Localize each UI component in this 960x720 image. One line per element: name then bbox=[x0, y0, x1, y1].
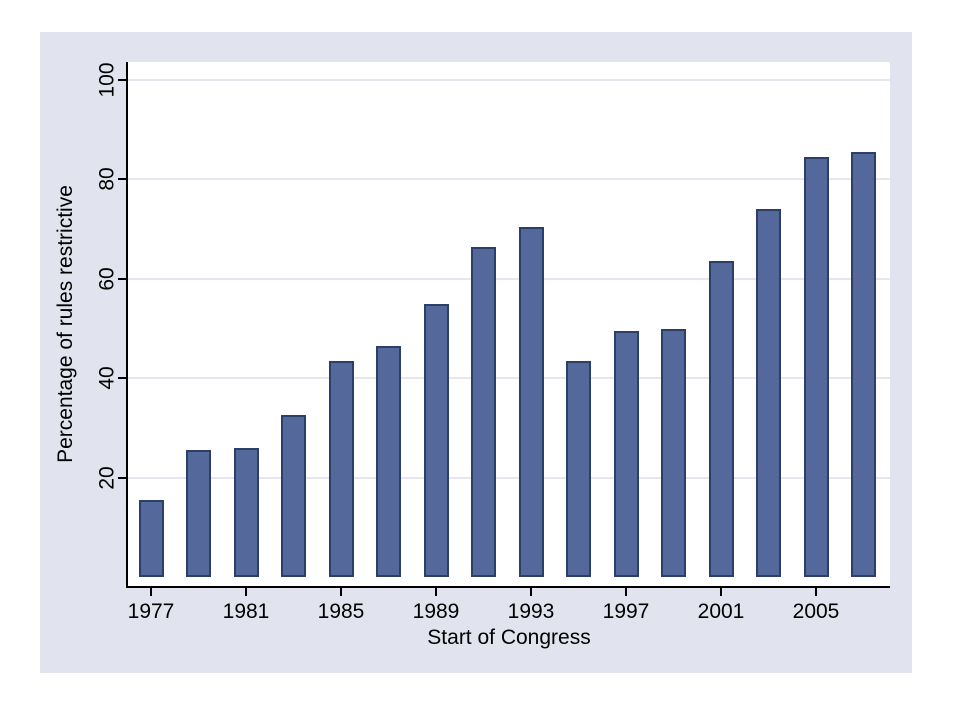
bar-1979 bbox=[186, 450, 211, 577]
x-tick-label-1997: 1997 bbox=[602, 600, 650, 623]
x-tick-2005 bbox=[815, 588, 817, 596]
bar-1977 bbox=[138, 499, 164, 577]
x-tick-label-2001: 2001 bbox=[697, 600, 745, 623]
bar-1985 bbox=[328, 360, 354, 577]
y-tick-100 bbox=[118, 79, 126, 81]
gridline-20 bbox=[128, 476, 890, 479]
bar-2007 bbox=[851, 152, 876, 577]
gridline-60 bbox=[128, 277, 890, 280]
y-axis-line bbox=[126, 62, 128, 588]
x-tick-1981 bbox=[245, 588, 247, 596]
x-tick-1993 bbox=[530, 588, 532, 596]
y-tick-label-100: 100 bbox=[95, 62, 119, 98]
x-tick-1989 bbox=[435, 588, 437, 596]
y-tick-label-40: 40 bbox=[95, 366, 119, 390]
x-tick-label-1985: 1985 bbox=[317, 600, 365, 623]
bar-1993 bbox=[518, 226, 544, 577]
bar-1989 bbox=[423, 303, 449, 577]
y-tick-20 bbox=[118, 476, 126, 479]
bar-1997 bbox=[613, 331, 639, 577]
x-tick-label-2005: 2005 bbox=[792, 600, 840, 623]
y-tick-40 bbox=[118, 377, 126, 380]
x-tick-1977 bbox=[150, 588, 152, 596]
y-tick-80 bbox=[118, 178, 126, 181]
y-tick-label-80: 80 bbox=[95, 167, 119, 192]
y-tick-60 bbox=[118, 277, 126, 280]
x-tick-1985 bbox=[340, 588, 342, 596]
bar-2001 bbox=[708, 261, 734, 577]
y-tick-label-20: 20 bbox=[95, 465, 119, 490]
bar-2005 bbox=[803, 157, 829, 577]
plot-area bbox=[128, 62, 890, 586]
x-tick-label-1981: 1981 bbox=[222, 600, 270, 623]
bar-1995 bbox=[566, 360, 591, 577]
bar-2003 bbox=[756, 209, 781, 577]
x-axis-title: Start of Congress bbox=[427, 626, 591, 649]
bar-1987 bbox=[376, 345, 401, 577]
bar-chart-canvas: Percentage of rules restrictive 20 40 60 80… bbox=[40, 32, 912, 673]
x-tick-label-1989: 1989 bbox=[412, 600, 460, 623]
gridline-80 bbox=[128, 178, 890, 181]
x-tick-2001 bbox=[720, 588, 722, 596]
x-tick-1997 bbox=[625, 588, 627, 596]
x-axis-line bbox=[126, 586, 890, 588]
x-tick-label-1993: 1993 bbox=[507, 600, 555, 623]
bar-1983 bbox=[281, 415, 306, 577]
gridline-100 bbox=[128, 79, 890, 81]
bar-1991 bbox=[471, 246, 496, 577]
y-axis-title: Percentage of rules restrictive bbox=[54, 185, 77, 463]
x-tick-label-1977: 1977 bbox=[127, 600, 175, 623]
gridline-40 bbox=[128, 377, 890, 380]
bar-1981 bbox=[233, 447, 259, 577]
bar-1999 bbox=[661, 328, 686, 577]
y-tick-label-60: 60 bbox=[95, 267, 119, 291]
